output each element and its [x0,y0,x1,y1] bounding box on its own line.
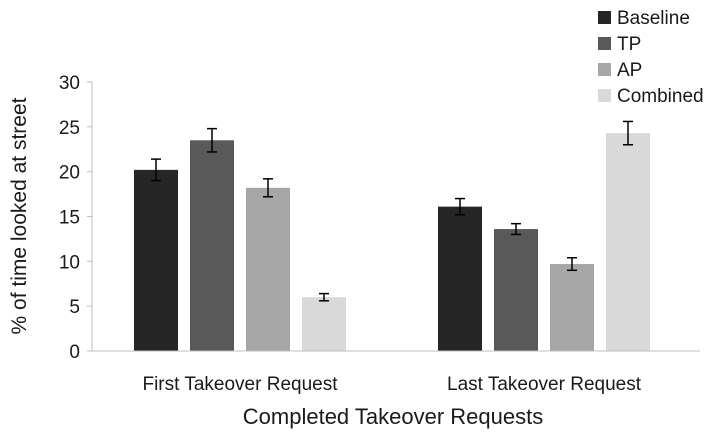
legend-swatch [598,11,611,24]
bar-tp-1 [190,140,234,351]
x-tick-label: First Takeover Request [142,374,338,395]
y-tick-label: 5 [69,297,80,318]
y-tick-label: 25 [59,118,80,139]
legend-swatch [598,63,611,76]
legend-label: Combined [617,86,704,107]
bar-combined-2 [606,133,650,351]
bar-baseline-1 [134,169,178,351]
legend-label: Baseline [617,8,690,29]
legend-swatch [598,89,611,102]
bar-baseline-2 [438,206,482,351]
legend-label: TP [617,34,641,55]
legend: Baseline TP AP Combined [598,8,704,107]
error-bars [151,120,633,302]
y-tick-label: 0 [69,342,80,363]
y-tick-label: 30 [59,73,80,94]
y-tick-label: 20 [59,163,80,184]
bar-combined-1 [302,297,346,351]
bar-tp-2 [494,229,538,351]
bar-ap-1 [246,187,290,351]
x-axis: First Takeover Request Last Takeover Requ… [92,350,700,395]
y-axis-label: % of time looked at street [8,97,31,334]
y-tick-label: 15 [59,208,80,229]
x-tick-label: Last Takeover Request [447,374,642,395]
x-axis-label: Completed Takeover Requests [243,404,543,429]
legend-swatch [598,37,611,50]
legend-label: AP [617,60,642,81]
y-axis: 0 5 10 15 20 25 30 [59,73,93,363]
bars [134,133,650,351]
bar-ap-2 [550,264,594,351]
y-tick-label: 10 [59,252,80,273]
